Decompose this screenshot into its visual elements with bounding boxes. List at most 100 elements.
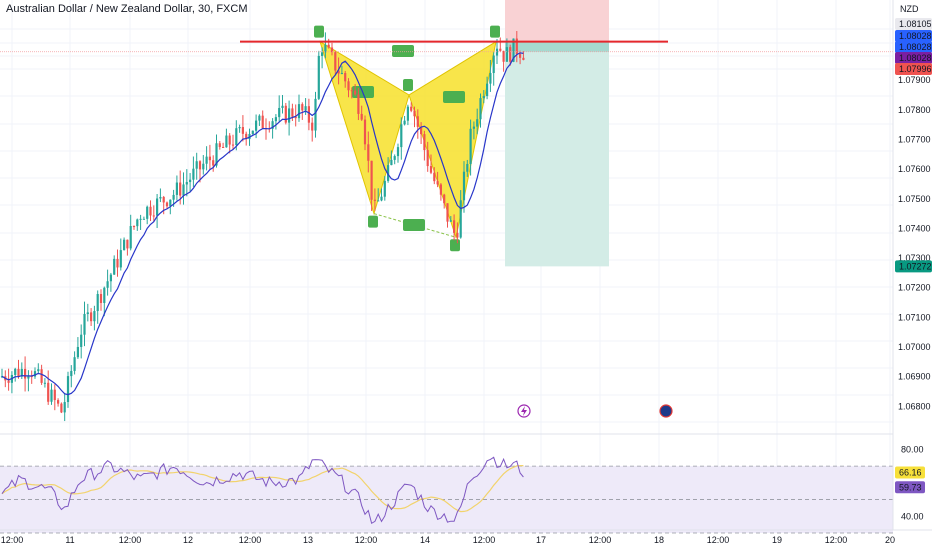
candle-body — [212, 160, 215, 166]
time-tick-label: 20 — [885, 535, 895, 545]
candle-body — [324, 44, 327, 53]
price-label-text: 1.07996 — [899, 64, 932, 74]
price-label-text: 1.08028 — [899, 53, 932, 63]
candle-body — [103, 287, 106, 303]
candle-body — [492, 55, 495, 74]
candle-body — [136, 219, 139, 227]
candle-body — [37, 369, 40, 372]
candle-body — [179, 182, 182, 196]
candle-body — [387, 165, 390, 181]
candle-body — [149, 206, 152, 216]
time-tick-label: 12:00 — [239, 535, 262, 545]
price-tick-label: 1.07400 — [898, 223, 931, 233]
time-tick-label: 17 — [536, 535, 546, 545]
candle-body — [413, 110, 416, 117]
candle-body — [76, 346, 79, 358]
time-tick-label: 14 — [420, 535, 430, 545]
candle-body — [383, 180, 386, 197]
candle-body — [360, 113, 363, 120]
candle-body — [288, 108, 291, 123]
candle-body — [66, 376, 70, 403]
candle-body — [57, 400, 60, 404]
candle-body — [195, 161, 198, 169]
candle-body — [410, 106, 413, 111]
time-tick-label: 12:00 — [473, 535, 496, 545]
candle-body — [40, 369, 43, 383]
price-label-text: 1.08028 — [899, 42, 932, 52]
price-label-badge — [895, 41, 932, 53]
rsi-ma-line — [1, 465, 524, 513]
candle-body — [439, 184, 442, 195]
candle-body — [476, 119, 479, 127]
pattern-ratio-box — [443, 91, 465, 103]
candle-body — [182, 184, 185, 196]
price-label-badge — [895, 52, 932, 64]
candle-body — [393, 156, 396, 160]
price-label-text: 1.07272 — [899, 261, 932, 271]
candle-body — [453, 220, 456, 233]
candle-body — [281, 105, 284, 108]
candle-body — [185, 182, 188, 185]
candle-body — [459, 200, 462, 238]
candle-body — [416, 116, 419, 127]
candle-body — [284, 105, 287, 123]
harmonic-pattern — [314, 25, 500, 252]
price-tick-label: 1.07300 — [898, 253, 931, 263]
candle-body — [93, 311, 96, 322]
candle-body — [241, 127, 244, 134]
rsi-tick-label: 40.00 — [901, 511, 924, 521]
rsi-line — [1, 456, 524, 525]
candle-body — [486, 83, 489, 97]
candle-body — [156, 198, 159, 216]
candle-body — [509, 47, 512, 62]
candle-body — [208, 156, 211, 161]
candle-body — [390, 159, 393, 166]
candle-body — [225, 135, 228, 148]
candle-body — [53, 389, 56, 401]
candle-body — [172, 194, 175, 200]
candle-body — [215, 143, 218, 166]
candle-body — [327, 44, 330, 48]
candle-body — [109, 274, 112, 282]
overlays — [0, 40, 893, 418]
candle-body — [340, 73, 343, 75]
candle-body — [80, 334, 83, 347]
candle-body — [228, 135, 231, 145]
candle-body — [123, 239, 126, 251]
candle-body — [512, 38, 515, 62]
candle-body — [291, 108, 294, 117]
candle-body — [426, 150, 429, 167]
candle-body — [403, 120, 406, 125]
time-tick-label: 12 — [183, 535, 193, 545]
chart-title: Australian Dollar / New Zealand Dollar, … — [6, 3, 248, 15]
candle-body — [446, 203, 449, 222]
candle-body — [175, 182, 178, 195]
grid — [0, 0, 893, 530]
candle-body — [43, 382, 46, 384]
candle-body — [433, 172, 436, 182]
candle-body — [60, 403, 63, 413]
candle-body — [443, 194, 446, 204]
flag-icon — [659, 404, 673, 418]
rsi-value-text: 66.16 — [899, 468, 922, 478]
currency-label: NZD — [900, 4, 919, 14]
price-axis-bg — [893, 0, 932, 550]
candle-body — [165, 202, 169, 207]
candle-body — [222, 146, 225, 148]
price-label-badge — [895, 30, 932, 42]
candle-body — [469, 128, 472, 164]
candle-body — [96, 294, 99, 312]
candle-body — [70, 370, 73, 377]
candle-body — [245, 133, 248, 140]
time-tick-label: 12:00 — [707, 535, 730, 545]
candle-body — [132, 226, 136, 228]
rsi-ma-value-badge — [895, 466, 925, 479]
candle-body — [466, 163, 469, 172]
candle-body — [73, 357, 76, 371]
candle-body — [429, 166, 433, 173]
candle-body — [321, 52, 324, 56]
candle-body — [436, 181, 439, 185]
candle-body — [462, 171, 466, 201]
